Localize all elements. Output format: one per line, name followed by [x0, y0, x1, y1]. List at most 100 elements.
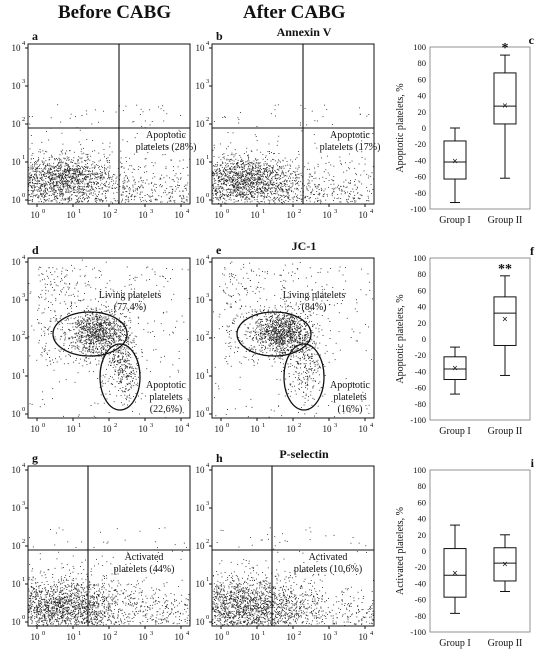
event-dot — [43, 157, 45, 159]
event-dot — [276, 182, 278, 184]
event-dot — [119, 179, 120, 181]
event-dot — [267, 190, 268, 192]
event-dot — [72, 326, 74, 328]
event-dot — [267, 178, 269, 180]
event-dot — [259, 162, 261, 164]
event-dot — [102, 346, 104, 348]
event-dot — [101, 187, 103, 189]
event-dot — [118, 349, 119, 351]
event-dot — [71, 159, 73, 161]
event-dot — [100, 334, 102, 336]
event-dot — [32, 170, 34, 172]
event-dot — [253, 186, 255, 188]
event-dot — [249, 164, 251, 166]
event-dot — [119, 362, 121, 363]
event-dot — [34, 188, 35, 190]
event-dot — [257, 193, 259, 195]
event-dot — [59, 175, 61, 177]
event-dot — [67, 312, 69, 314]
event-dot — [68, 175, 70, 177]
event-dot — [234, 149, 236, 151]
event-dot — [339, 201, 341, 203]
event-dot — [181, 201, 183, 202]
event-dot — [34, 178, 36, 180]
event-dot — [186, 200, 188, 202]
event-dot — [109, 331, 111, 333]
event-dot — [266, 167, 267, 169]
event-dot — [75, 360, 77, 361]
event-dot — [38, 174, 40, 176]
event-dot — [267, 165, 269, 167]
event-dot — [91, 164, 92, 166]
event-dot — [98, 334, 100, 336]
event-dot — [50, 168, 52, 170]
event-dot — [70, 330, 72, 331]
event-dot — [256, 181, 258, 182]
event-dot — [247, 182, 249, 184]
event-dot — [319, 178, 320, 180]
event-dot — [52, 182, 54, 184]
event-dot — [66, 150, 68, 152]
event-dot — [110, 201, 112, 203]
event-dot — [86, 331, 88, 332]
event-dot — [170, 195, 172, 197]
event-dot — [135, 188, 137, 190]
event-dot — [61, 132, 63, 134]
event-dot — [74, 173, 76, 175]
event-dot — [69, 117, 71, 119]
event-dot — [96, 324, 98, 326]
event-dot — [272, 158, 273, 160]
event-dot — [160, 323, 162, 325]
event-dot — [269, 180, 271, 182]
event-dot — [76, 183, 78, 185]
event-dot — [78, 192, 80, 194]
event-dot — [103, 322, 105, 324]
event-dot — [86, 343, 87, 345]
event-dot — [280, 186, 281, 188]
event-dot — [124, 390, 125, 392]
event-dot — [287, 197, 288, 199]
event-dot — [62, 143, 64, 145]
event-dot — [232, 180, 234, 182]
event-dot — [230, 194, 231, 195]
event-dot — [56, 178, 58, 180]
event-dot — [121, 376, 123, 377]
event-dot — [87, 182, 89, 184]
event-dot — [174, 175, 176, 177]
event-dot — [99, 277, 100, 278]
event-dot — [118, 338, 120, 340]
event-dot — [300, 175, 302, 176]
event-dot — [297, 174, 299, 175]
event-dot — [122, 358, 124, 360]
event-dot — [317, 200, 318, 202]
event-dot — [270, 192, 272, 193]
event-dot — [294, 171, 296, 173]
event-dot — [47, 172, 49, 174]
event-dot — [70, 305, 72, 306]
event-dot — [255, 178, 257, 180]
event-dot — [66, 163, 68, 164]
event-dot — [51, 274, 53, 276]
event-dot — [48, 200, 50, 202]
event-dot — [67, 169, 69, 171]
event-dot — [93, 318, 95, 320]
event-dot — [105, 287, 107, 289]
event-dot — [282, 177, 284, 178]
event-dot — [115, 351, 117, 353]
event-dot — [146, 194, 148, 195]
event-dot — [77, 200, 78, 202]
event-dot — [38, 171, 40, 173]
event-dot — [236, 174, 238, 175]
event-dot — [88, 323, 90, 324]
event-dot — [217, 184, 219, 186]
event-dot — [155, 198, 157, 200]
event-dot — [92, 178, 93, 180]
event-dot — [105, 173, 107, 175]
event-dot — [267, 182, 268, 184]
event-dot — [256, 139, 258, 141]
event-dot — [368, 175, 370, 177]
event-dot — [79, 178, 80, 180]
event-dot — [35, 183, 37, 184]
event-dot — [237, 189, 239, 191]
event-dot — [78, 338, 80, 340]
